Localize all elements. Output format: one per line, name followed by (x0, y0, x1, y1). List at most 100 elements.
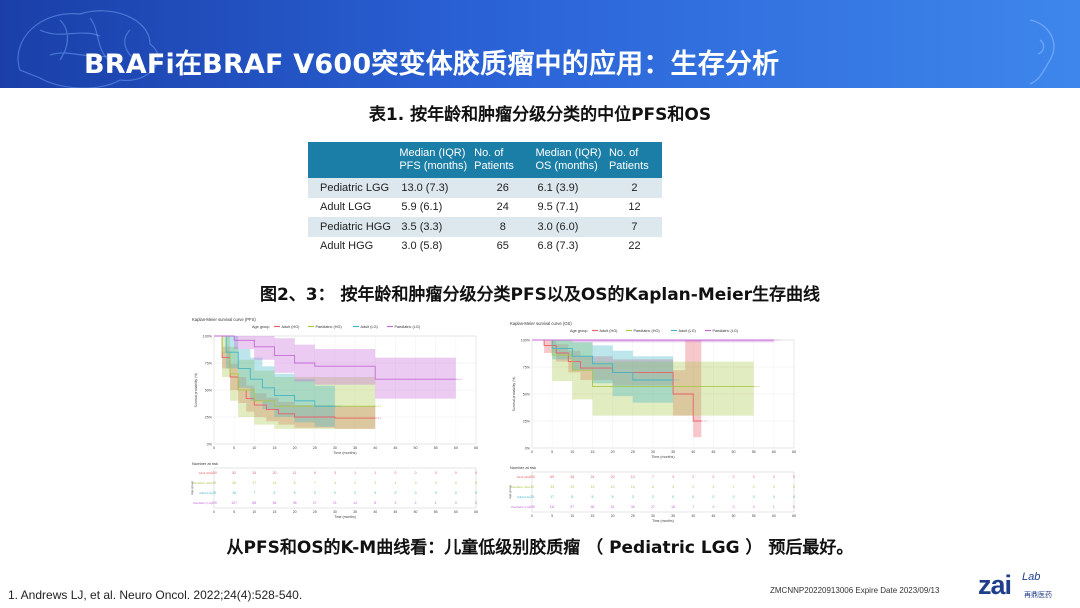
risk-value: 0 (354, 491, 356, 495)
risk-value: 18 (671, 505, 675, 509)
risk-value: 0 (475, 491, 477, 495)
risk-value: 0 (773, 495, 775, 499)
x-tick-label: 30 (333, 446, 337, 450)
reference-text: 1. Andrews LJ, et al. Neuro Oncol. 2022;… (8, 588, 303, 602)
header-line: Patients (608, 160, 649, 172)
group-cell: Pediatric HGG (308, 217, 398, 237)
y-tick-label: 75% (523, 365, 531, 369)
risk-value: 0 (753, 485, 755, 489)
risk-value: 27 (313, 501, 317, 505)
risk-value: 69 (550, 475, 554, 479)
km-pfs-panel: Kaplan-Meier survival curve (PFS) Age gro… (190, 316, 490, 526)
km-line-0 (532, 339, 702, 422)
risk-value: 1 (374, 471, 376, 475)
km-line-3 (214, 335, 456, 380)
risk-value: 52 (232, 471, 236, 475)
x-tick-label: 15 (272, 446, 276, 450)
pfs-cell: 3.0 (5.8) (397, 236, 473, 256)
legend-label: Adult (HG) (600, 329, 619, 333)
header-line: No. of (474, 147, 504, 159)
risk-value: 13 (631, 485, 635, 489)
pfs-cell: 3.5 (3.3) (397, 217, 473, 237)
risk-value: 0 (793, 495, 795, 499)
risk-value: 7 (652, 475, 654, 479)
x-tick-label: 65 (792, 450, 796, 454)
y-tick-label: 50% (523, 392, 531, 396)
y-tick-label: 25% (523, 419, 531, 423)
risk-x-tick-label: 30 (651, 514, 655, 518)
risk-value: 4 (334, 481, 336, 485)
risk-value: 5 (274, 491, 276, 495)
group-cell: Adult HGG (308, 236, 398, 256)
risk-value: 5 (612, 495, 614, 499)
risk-value: 11 (293, 471, 297, 475)
risk-value: 27 (651, 505, 655, 509)
slide-title: BRAFi在BRAF V600突变体胶质瘤中的应用：生存分析 (84, 49, 780, 80)
y-tick-label: 25% (205, 415, 213, 419)
x-tick-label: 20 (293, 446, 297, 450)
risk-value: 5 (294, 491, 296, 495)
x-tick-label: 45 (393, 446, 397, 450)
ci-band-2 (532, 340, 674, 403)
x-tick-label: 35 (671, 450, 675, 454)
risk-value: 2 (374, 481, 376, 485)
risk-value: 0 (733, 505, 735, 509)
ci-band-2 (214, 336, 335, 427)
risk-x-tick-label: 10 (570, 514, 574, 518)
risk-value: 0 (773, 475, 775, 479)
os-cell: 3.0 (6.0) (533, 217, 607, 237)
risk-table-frame (213, 467, 477, 509)
chart-title: Kaplan-Meier survival curve (PFS) (192, 317, 256, 322)
os-n-cell: 2 (606, 178, 662, 198)
os-cell: 9.5 (7.1) (533, 197, 607, 217)
header-line: No. of (608, 147, 639, 159)
pfs-n-cell: 26 (472, 178, 534, 198)
risk-row-label: Adult (LG) (517, 495, 530, 499)
legend-label: Paediatric (HG) (316, 325, 343, 329)
x-tick-label: 40 (373, 446, 377, 450)
y-tick-label: 100% (203, 334, 213, 338)
risk-row-label: Adult (HG) (199, 471, 212, 475)
x-axis-label: Time (months) (651, 455, 674, 459)
risk-value: 24 (591, 475, 595, 479)
risk-x-tick-label: 35 (353, 510, 357, 514)
pfs-cell: 5.9 (6.1) (397, 197, 473, 217)
chart-legend: Age group Adult (HG) Paediatric (HG) Adult … (570, 329, 739, 333)
conclusion-text: 从PFS和OS的K-M曲线看：儿童低级别胶质瘤 （ Pediatric LGG … (226, 538, 854, 558)
risk-x-tick-label: 10 (252, 510, 256, 514)
risk-value: 0 (415, 481, 417, 485)
risk-x-tick-label: 40 (691, 514, 695, 518)
risk-x-axis-label: Time (months) (652, 519, 674, 523)
x-axis-label: Time (months) (333, 451, 356, 455)
risk-value: 0 (435, 471, 437, 475)
risk-value: 36 (631, 505, 635, 509)
risk-x-tick-label: 45 (393, 510, 397, 514)
risk-value: 100 (529, 475, 535, 479)
header-line: OS (months) (535, 160, 598, 172)
x-tick-label: 55 (434, 446, 438, 450)
risk-value: 21 (333, 501, 337, 505)
risk-table-ylabel: Age group (190, 481, 194, 495)
brain-decoration-icon (17, 10, 1055, 88)
risk-value: 17 (550, 495, 554, 499)
x-tick-label: 10 (252, 446, 256, 450)
risk-table-title: Number at risk (192, 461, 218, 466)
risk-value: 33 (550, 485, 554, 489)
ci-band-3 (532, 340, 774, 343)
os-cell: 6.8 (7.3) (533, 236, 607, 256)
x-tick-label: 25 (313, 446, 317, 450)
risk-value: 0 (753, 505, 755, 509)
group-cell: Pediatric LGG (308, 178, 398, 198)
risk-table-frame (531, 471, 795, 513)
risk-value: 0 (733, 475, 735, 479)
header-line: Patients (474, 160, 514, 172)
risk-x-tick-label: 25 (631, 514, 635, 518)
risk-value: 88 (252, 501, 256, 505)
risk-x-tick-label: 45 (711, 514, 715, 518)
risk-value: 25 (212, 491, 216, 495)
ci-band-1 (214, 336, 376, 429)
risk-value: 0 (733, 495, 735, 499)
x-tick-label: 20 (611, 450, 615, 454)
risk-value: 8 (374, 501, 376, 505)
risk-value: 0 (455, 501, 457, 505)
